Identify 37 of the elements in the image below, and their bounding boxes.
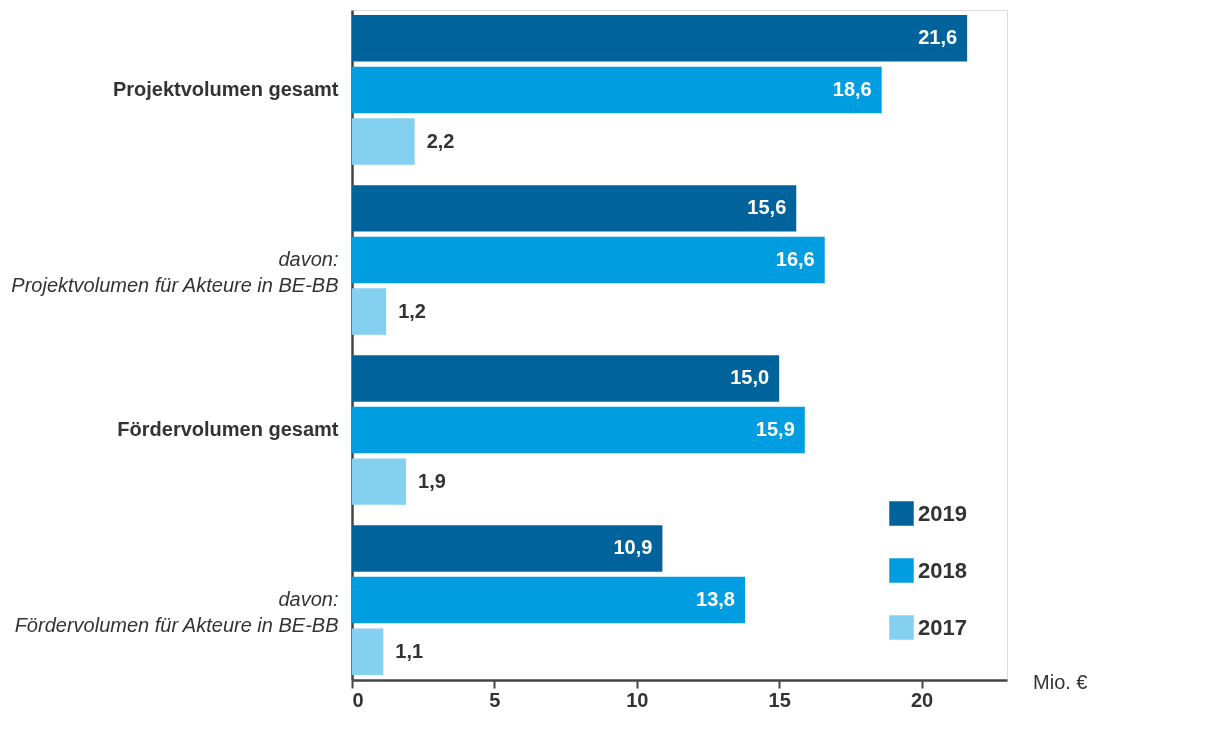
data-label: 1,1: [395, 639, 424, 662]
y-tick-label: Projektvolumen gesamt: [112, 77, 339, 100]
x-tick-label: 20: [910, 688, 934, 711]
x-tick-label: 10: [626, 688, 649, 711]
x-tick-label: 0: [352, 688, 364, 711]
bar: [352, 458, 407, 505]
data-label: 15,9: [755, 418, 795, 441]
legend-label: 2018: [918, 557, 967, 583]
legend-label: 2017: [918, 614, 967, 640]
data-label: 1,2: [398, 299, 426, 322]
bar: [352, 288, 387, 335]
bar: [352, 66, 882, 114]
data-label: 18,6: [832, 77, 872, 100]
y-tick-label: davon: Projektvolumen für Akteure in BE-BB: [11, 247, 339, 296]
x-tick-label: 15: [768, 688, 791, 711]
data-label: 21,6: [918, 26, 958, 49]
y-tick-label: Fördervolumen gesamt: [117, 418, 339, 441]
data-label: 16,6: [775, 247, 815, 270]
data-label: 13,8: [696, 588, 735, 611]
bar: [352, 355, 780, 402]
bar: [352, 628, 384, 675]
data-label: 10,9: [613, 536, 653, 559]
bar: [352, 406, 805, 454]
legend-label: 2019: [918, 500, 967, 526]
bar: [352, 576, 745, 624]
x-axis-title: Mio. €: [1033, 670, 1088, 693]
data-label: 15,6: [747, 196, 787, 219]
data-label: 1,9: [418, 469, 446, 492]
bar: [352, 118, 415, 165]
bar: [352, 15, 968, 62]
bar: [352, 185, 797, 232]
bar: [352, 236, 825, 284]
data-label: 2,2: [426, 129, 455, 152]
x-tick-label: 5: [489, 688, 501, 711]
y-tick-label: davon: Fördervolumen für Akteure in BE-BB: [14, 588, 339, 637]
bar: [352, 525, 663, 572]
data-label: 15,0: [730, 366, 770, 389]
